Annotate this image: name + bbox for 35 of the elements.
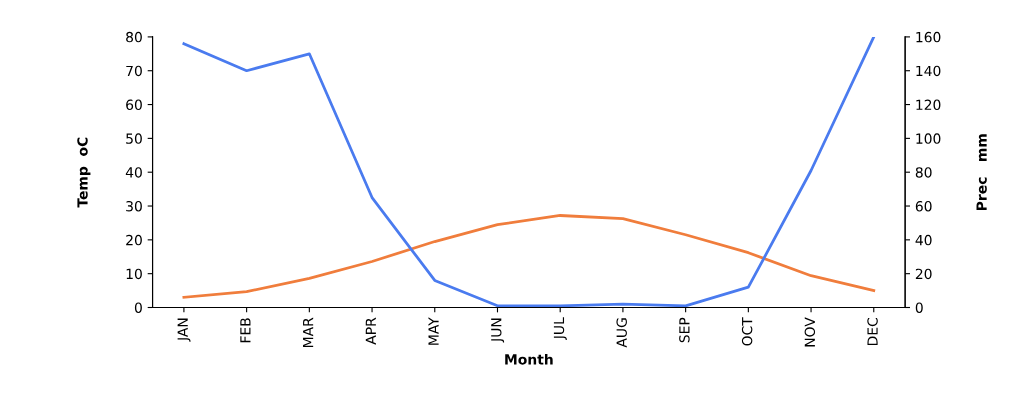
- y-tick-label: 10: [126, 268, 142, 280]
- x-tick-label: DEC: [867, 317, 878, 346]
- y-tick-label: 30: [126, 200, 142, 212]
- y2-tick-label: 0: [915, 302, 923, 313]
- y2-tick-label: 140: [916, 65, 941, 77]
- x-tick-label: AUG: [616, 318, 627, 348]
- y2-tick-label: 100: [916, 133, 941, 144]
- x-tick-label: JUN: [491, 318, 505, 343]
- x-tick-label: APR: [365, 317, 376, 345]
- y-tick-label: 80: [126, 31, 142, 43]
- y-tick-label: 50: [126, 133, 142, 144]
- y-tick-label: 40: [125, 167, 142, 178]
- y-tick-label: 70: [126, 65, 142, 77]
- x-tick-label: OCT: [741, 317, 753, 346]
- y2-tick-label: 20: [915, 268, 932, 280]
- y2-tick-label: 160: [916, 31, 941, 43]
- y2-axis-title: Prec mm: [976, 134, 987, 210]
- x-tick-label: JUL: [553, 317, 567, 340]
- y2-tick-label: 120: [916, 99, 941, 111]
- x-tick-label: JAN: [177, 318, 191, 342]
- y-tick-label: 0: [134, 302, 142, 313]
- y2-tick-label: 40: [915, 234, 932, 246]
- y-tick-label: 60: [126, 99, 142, 111]
- y2-tick-label: 80: [915, 167, 932, 178]
- y-tick-label: 20: [126, 234, 142, 246]
- x-tick-label: NOV: [804, 317, 816, 347]
- x-tick-label: SEP: [679, 317, 690, 343]
- x-axis-title: Month: [505, 353, 553, 365]
- x-tick-label: MAY: [428, 317, 439, 345]
- y-axis-title: Temp oC: [77, 137, 91, 208]
- y2-tick-label: 60: [915, 200, 932, 212]
- line-series: [182, 214, 876, 299]
- line-series: [182, 36, 876, 308]
- x-tick-label: FEB: [240, 318, 251, 343]
- x-tick-label: MAR: [303, 317, 314, 347]
